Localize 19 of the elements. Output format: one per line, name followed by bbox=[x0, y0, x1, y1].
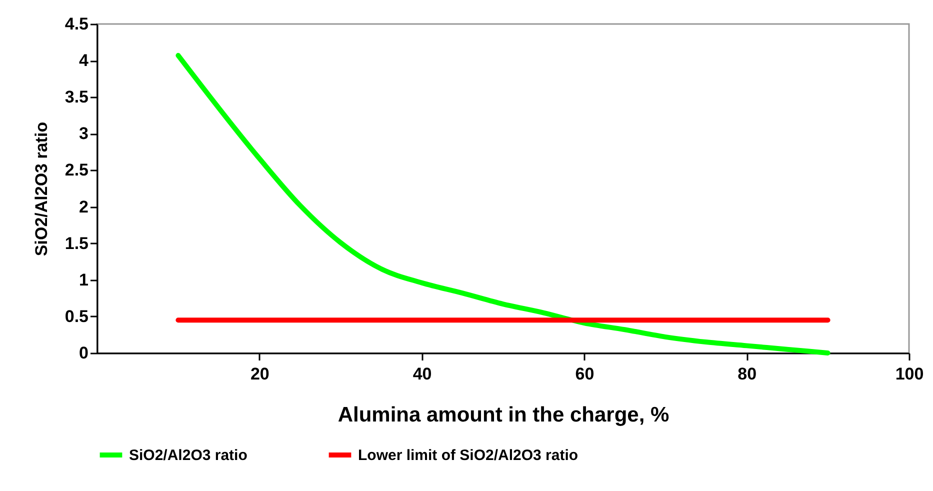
legend-label: SiO2/Al2O3 ratio bbox=[129, 447, 248, 464]
y-tick-label: 2.5 bbox=[64, 160, 88, 180]
x-tick-label: 80 bbox=[738, 364, 757, 384]
y-tick-label: 0.5 bbox=[64, 306, 88, 326]
y-tick-label: 1 bbox=[79, 270, 88, 290]
x-tick-label: 20 bbox=[250, 364, 270, 384]
y-tick-label: 0 bbox=[79, 344, 88, 362]
y-tick-label: 1.5 bbox=[64, 234, 88, 253]
legend-label: Lower limit of SiO2/Al2O3 ratio bbox=[358, 447, 578, 464]
y-tick-label: 2 bbox=[79, 197, 88, 216]
x-axis-title: Alumina amount in the charge, % bbox=[338, 404, 670, 426]
x-tick-label: 60 bbox=[575, 364, 594, 384]
y-tick-label: 4.5 bbox=[64, 14, 88, 34]
y-tick-label: 4 bbox=[79, 51, 90, 70]
y-axis-title: SiO2/Al2O3 ratio bbox=[32, 122, 51, 256]
y-tick-label: 3.5 bbox=[64, 88, 88, 107]
x-tick-label: 100 bbox=[895, 364, 924, 384]
x-tick-label: 40 bbox=[412, 364, 432, 384]
y-tick-label: 3 bbox=[79, 124, 88, 144]
